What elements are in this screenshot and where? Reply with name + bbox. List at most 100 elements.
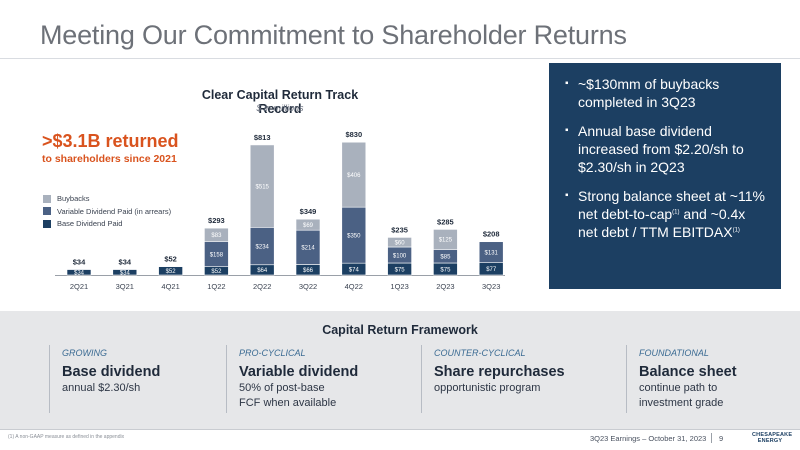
highlight-text: ~$130mm of buybacks completed in 3Q23 [578, 76, 720, 110]
capital-return-framework: Capital Return Framework GROWING Base di… [0, 311, 800, 429]
bar-total-label: $285 [437, 217, 454, 226]
x-tick-label: 4Q21 [161, 282, 179, 291]
bar-segment [112, 269, 138, 276]
framework-category: GROWING [62, 348, 107, 358]
framework-column-pro-cyclical: PRO-CYCLICAL Variable dividend 50% of po… [226, 345, 416, 413]
slide-title: Meeting Our Commitment to Shareholder Re… [40, 20, 627, 50]
bullet-square-icon: ▪ [565, 78, 569, 89]
legend-label-variable-dividend: Variable Dividend Paid (in arrears) [57, 206, 172, 216]
framework-description: FCF when available [239, 397, 337, 409]
footnote-ref: (1) [732, 227, 740, 234]
bar-segment-label: $234 [256, 244, 270, 250]
bar-segment-label: $214 [301, 246, 315, 252]
bar-segment [341, 206, 367, 264]
framework-description: 50% of post-base [239, 382, 325, 394]
highlight-text: Strong balance sheet at ~11% net debt-to… [578, 188, 765, 240]
bar-segment-label: $60 [395, 241, 406, 247]
bar-total-label: $293 [208, 216, 225, 225]
bar-total-label: $813 [254, 133, 271, 142]
bar-segment-label: $69 [303, 223, 314, 229]
bar-segment [158, 266, 183, 276]
legend-swatch-buybacks [43, 194, 51, 203]
framework-heading: Share repurchases [434, 364, 565, 380]
company-logo: CHESAPEAKE ENERGY [752, 432, 793, 444]
highlights-panel: ▪ ~$130mm of buybacks completed in 3Q23 … [549, 63, 781, 289]
bar-segment-label: $515 [256, 184, 270, 190]
framework-description: opportunistic program [434, 382, 541, 394]
legend-item-buybacks: Buybacks [43, 193, 171, 204]
footer-divider [0, 429, 800, 430]
bar-total-label: $34 [119, 258, 132, 267]
framework-category: FOUNDATIONAL [639, 348, 709, 358]
bar-segment [66, 269, 92, 276]
framework-heading: Variable dividend [239, 364, 359, 380]
bar-segment [295, 218, 321, 231]
bar-segment-label: $350 [347, 233, 361, 239]
bar-segment-label: $66 [303, 268, 314, 274]
footer-separator [711, 433, 712, 443]
chart-subtitle: $ in millions [256, 103, 304, 113]
x-tick-label: 3Q23 [482, 282, 500, 291]
bar-segment-label: $34 [74, 271, 85, 277]
legend-label-base-dividend: Base Dividend Paid [57, 219, 123, 228]
bar-segment-label: $158 [210, 252, 224, 258]
highlight-text: Annual base dividend increased from $2.2… [578, 123, 744, 175]
bar-segment-label: $52 [211, 269, 222, 275]
framework-title: Capital Return Framework [322, 323, 478, 337]
bar-segment [433, 229, 458, 250]
bar-segment-label: $52 [166, 269, 177, 275]
bar-segment [204, 241, 229, 267]
bar-segment-label: $34 [120, 271, 131, 277]
title-divider [0, 58, 800, 59]
bar-segment [478, 241, 504, 263]
chart-legend: Buybacks Variable Dividend Paid (in arre… [43, 193, 171, 231]
framework-category: COUNTER-CYCLICAL [434, 348, 526, 358]
legend-swatch-variable-dividend [43, 207, 51, 215]
bar-segment [249, 144, 275, 228]
bar-segment-label: $74 [349, 267, 360, 273]
bar-segment-label: $406 [347, 173, 361, 179]
highlight-bullet-buybacks: ▪ ~$130mm of buybacks completed in 3Q23 [565, 75, 767, 111]
bullet-square-icon: ▪ [565, 190, 569, 201]
bar-segment-label: $125 [439, 238, 453, 244]
stacked-bar-chart: $34 $34 2Q21 $34 $34 3Q21 $52 $52 4Q21 $52 $158 $83… [55, 130, 505, 291]
x-tick-label: 1Q22 [207, 282, 225, 291]
x-tick-label: 2Q21 [70, 282, 88, 291]
x-tick-label: 1Q23 [390, 282, 408, 291]
bar-segment [249, 227, 275, 266]
bar-total-label: $830 [345, 130, 362, 139]
framework-description: investment grade [639, 397, 724, 409]
x-tick-label: 3Q21 [116, 282, 134, 291]
bar-segment-label: $131 [485, 251, 499, 257]
bar-segment-label: $75 [395, 267, 406, 273]
framework-column-foundational: FOUNDATIONAL Balance sheet continue path… [626, 345, 786, 413]
highlight-bullet-balance-sheet: ▪ Strong balance sheet at ~11% net debt-… [565, 187, 767, 241]
bar-segment-label: $83 [211, 233, 222, 239]
x-tick-label: 3Q22 [299, 282, 317, 291]
legend-swatch-base-dividend [43, 219, 51, 228]
bar-total-label: $208 [483, 230, 500, 239]
framework-description: continue path to [639, 382, 718, 394]
bar-total-label: $34 [73, 258, 86, 267]
x-tick-label: 2Q23 [436, 282, 454, 291]
bar-segment-label: $64 [257, 268, 268, 274]
legend-label-buybacks: Buybacks [57, 194, 90, 203]
footnote-ref: (1) [672, 209, 680, 216]
framework-column-growing: GROWING Base dividend annual $2.30/sh [49, 345, 219, 413]
bar-segment [204, 227, 229, 242]
bar-segment-label: $77 [486, 267, 497, 273]
framework-heading: Base dividend [62, 364, 161, 380]
callout-subtext: to shareholders since 2021 [42, 153, 177, 165]
bar-segment [341, 141, 367, 208]
bar-segment-label: $75 [440, 267, 451, 273]
framework-heading: Balance sheet [639, 364, 737, 380]
bar-segment [387, 237, 412, 248]
x-tick-label: 2Q22 [253, 282, 271, 291]
framework-description: annual $2.30/sh [62, 382, 141, 394]
chart-title: Clear Capital Return Track Record [201, 88, 359, 116]
bar-total-label: $349 [300, 207, 317, 216]
callout-headline: >$3.1B returned [42, 131, 179, 151]
bullet-square-icon: ▪ [565, 125, 569, 136]
bar-total-label: $52 [164, 255, 177, 264]
legend-item-variable-dividend: Variable Dividend Paid (in arrears) [43, 206, 171, 217]
